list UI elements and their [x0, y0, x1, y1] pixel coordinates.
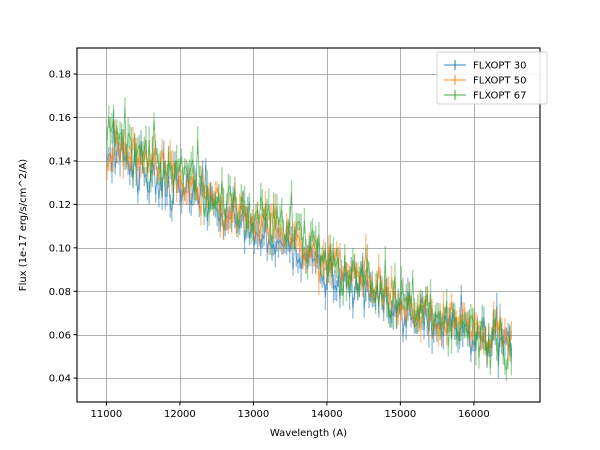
y-tick-label: 0.16 — [49, 113, 71, 124]
x-tick-label: 14000 — [311, 409, 343, 420]
series-line — [106, 107, 512, 371]
y-tick-label: 0.14 — [49, 157, 71, 168]
x-tick-label: 11000 — [90, 409, 122, 420]
y-tick-label: 0.10 — [49, 243, 71, 254]
grid-lines — [77, 48, 540, 402]
data-series-layer — [106, 97, 513, 382]
legend-item-1[interactable]: FLXOPT 30 — [444, 60, 526, 72]
axis-ticks: 11000 12000 13000 14000 15000 16000 0.04 0.06 0.… — [49, 70, 490, 420]
axes-frame — [76, 47, 541, 403]
legend-label: FLXOPT 30 — [473, 61, 526, 72]
y-tick-label: 0.08 — [49, 287, 71, 298]
y-tick-label: 0.12 — [49, 200, 71, 211]
y-tick-label: 0.04 — [49, 374, 71, 385]
legend-label: FLXOPT 50 — [473, 76, 526, 87]
x-axis-label: Wavelength (A) — [270, 428, 347, 439]
y-axis-label: Flux (1e-17 erg/s/cm^2/A) — [18, 159, 29, 291]
legend-item-3[interactable]: FLXOPT 67 — [444, 90, 526, 102]
x-tick-label: 15000 — [384, 409, 416, 420]
legend-label: FLXOPT 67 — [473, 91, 526, 102]
x-tick-label: 13000 — [237, 409, 269, 420]
legend[interactable]: FLXOPT 30 FLXOPT 50 FLXOPT 67 — [436, 51, 548, 105]
y-tick-label: 0.18 — [49, 70, 71, 81]
x-tick-label: 16000 — [458, 409, 490, 420]
legend-item-2[interactable]: FLXOPT 50 — [444, 75, 526, 87]
y-tick-label: 0.06 — [49, 330, 71, 341]
axes-background — [77, 48, 540, 402]
x-tick-label: 12000 — [164, 409, 196, 420]
axes-spines — [76, 47, 541, 403]
data-series-3 — [106, 97, 513, 382]
